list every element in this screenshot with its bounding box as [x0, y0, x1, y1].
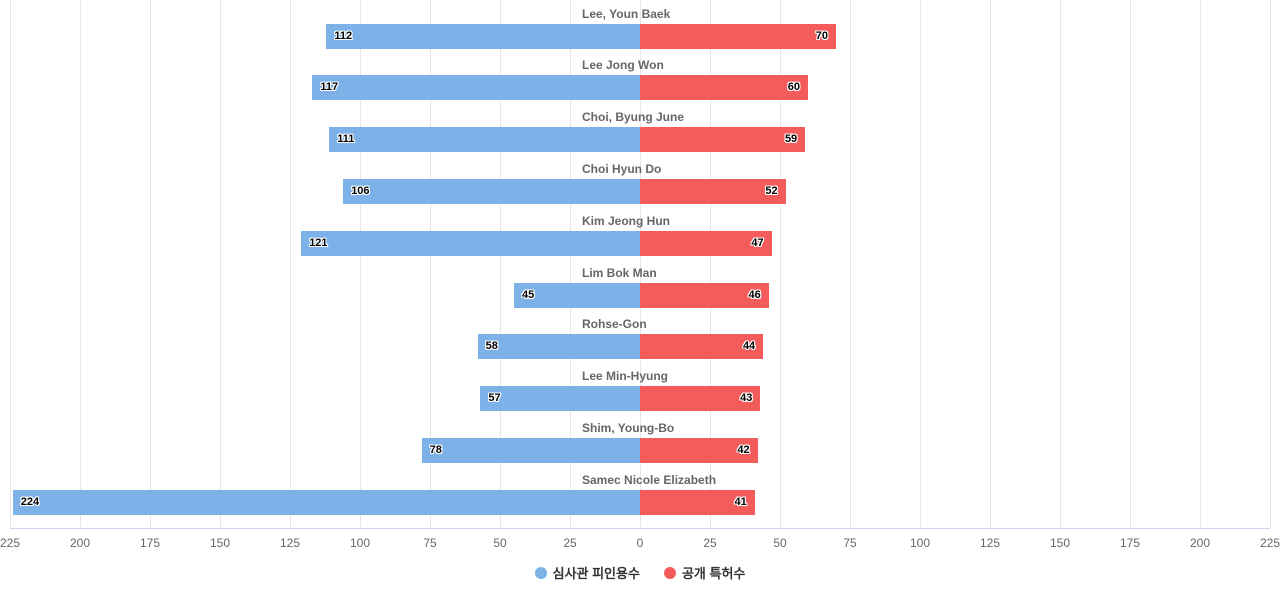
bar-value-label: 41	[734, 495, 747, 508]
x-axis-tick-label: 200	[69, 536, 91, 550]
legend-label: 심사관 피인용수	[552, 566, 640, 581]
bar-value-label: 78	[429, 443, 442, 456]
category-label: Lee Jong Won	[582, 58, 664, 73]
bar-examiner-citations[interactable]: 58	[477, 334, 640, 360]
gridline	[289, 0, 291, 528]
gridline	[9, 0, 11, 528]
bar-examiner-citations[interactable]: 57	[480, 386, 640, 412]
bar-examiner-citations[interactable]: 112	[326, 23, 640, 49]
x-axis-tick-label: 50	[493, 536, 507, 550]
x-axis-tick-label: 100	[349, 536, 371, 550]
gridline	[1129, 0, 1131, 528]
x-axis-tick-label: 125	[979, 536, 1001, 550]
x-axis-tick-label: 25	[563, 536, 577, 550]
bar-value-label: 112	[334, 29, 353, 42]
bar-value-label: 117	[320, 81, 339, 94]
x-axis-tick-label: 75	[423, 536, 437, 550]
bar-published-patents[interactable]: 47	[640, 230, 772, 256]
bar-value-label: 44	[742, 340, 756, 353]
category-label: Choi, Byung June	[582, 110, 684, 125]
bar-examiner-citations[interactable]: 106	[343, 178, 640, 204]
x-axis-tick-label: 150	[209, 536, 231, 550]
bar-examiner-citations[interactable]: 224	[12, 489, 640, 515]
gridline	[1269, 0, 1271, 528]
x-axis-tick-label: 175	[1119, 536, 1141, 550]
bar-value-label: 106	[351, 184, 370, 197]
bar-value-label: 60	[787, 81, 800, 94]
bar-value-label: 52	[765, 184, 778, 197]
gridline	[989, 0, 991, 528]
gridline	[709, 0, 711, 528]
bar-published-patents[interactable]: 59	[640, 127, 806, 153]
x-axis-tick-label: 225	[0, 536, 21, 550]
bar-value-label: 43	[740, 392, 753, 405]
bar-value-label: 47	[751, 236, 764, 249]
circle-marker-icon	[663, 566, 676, 579]
gridline	[1059, 0, 1061, 528]
gridline	[779, 0, 781, 528]
x-axis-tick-label: 125	[279, 536, 301, 550]
bar-value-label: 70	[815, 29, 828, 42]
legend-item-examiner-citations[interactable]: 심사관 피인용수	[534, 563, 640, 582]
bar-published-patents[interactable]: 70	[640, 23, 836, 49]
bar-published-patents[interactable]: 41	[640, 489, 755, 515]
category-label: Lee, Youn Baek	[582, 6, 671, 21]
bar-value-label: 46	[748, 288, 761, 301]
bar-examiner-citations[interactable]: 111	[329, 127, 640, 153]
bar-value-label: 59	[784, 133, 798, 146]
category-label: Lim Bok Man	[582, 265, 657, 280]
bar-value-label: 58	[485, 340, 498, 353]
x-axis-tick-label: 225	[1259, 536, 1280, 550]
bar-value-label: 121	[309, 236, 328, 249]
bar-value-label: 45	[522, 288, 535, 301]
x-axis-line	[10, 528, 1270, 529]
bar-value-label: 42	[737, 443, 750, 456]
x-axis-tick-label: 25	[703, 536, 717, 550]
bar-examiner-citations[interactable]: 78	[421, 437, 640, 463]
category-label: Choi Hyun Do	[582, 161, 662, 176]
x-axis-tick-label: 150	[1049, 536, 1071, 550]
x-axis-tick-label: 0	[636, 536, 644, 550]
bar-published-patents[interactable]: 44	[640, 334, 764, 360]
x-axis-tick-label: 200	[1189, 536, 1211, 550]
category-label: Samec Nicole Elizabeth	[582, 472, 717, 487]
category-label: Rohse-Gon	[582, 317, 647, 332]
gridline	[429, 0, 431, 528]
gridline	[499, 0, 501, 528]
bar-published-patents[interactable]: 43	[640, 386, 761, 412]
bar-examiner-citations[interactable]: 117	[312, 75, 640, 101]
gridline	[639, 0, 641, 528]
gridline	[1199, 0, 1201, 528]
gridline	[569, 0, 571, 528]
category-label: Shim, Young-Bo	[582, 420, 675, 435]
bar-value-label: 224	[20, 495, 40, 508]
gridline	[219, 0, 221, 528]
bar-value-label: 111	[337, 133, 355, 146]
gridline	[849, 0, 851, 528]
x-axis-tick-label: 75	[843, 536, 857, 550]
gridline	[359, 0, 361, 528]
chart-plot: Lee, Youn Baek 112 70 Lee Jong Won 117 60 Choi…	[9, 0, 1271, 528]
x-axis-tick-label: 100	[909, 536, 931, 550]
gridline	[79, 0, 81, 528]
gridline	[919, 0, 921, 528]
category-label: Lee Min-Hyung	[582, 369, 668, 384]
bar-published-patents[interactable]: 52	[640, 178, 786, 204]
legend: 심사관 피인용수 공개 특허수	[0, 563, 1280, 582]
legend-label: 공개 특허수	[681, 566, 746, 581]
legend-item-published-patents[interactable]: 공개 특허수	[663, 563, 746, 582]
bar-value-label: 57	[488, 392, 501, 405]
bar-examiner-citations[interactable]: 121	[301, 230, 640, 256]
category-label: Kim Jeong Hun	[582, 213, 671, 228]
bar-published-patents[interactable]: 42	[640, 437, 758, 463]
circle-marker-icon	[534, 566, 547, 579]
bar-published-patents[interactable]: 46	[640, 282, 769, 308]
bar-published-patents[interactable]: 60	[640, 75, 808, 101]
x-axis-tick-label: 175	[139, 536, 161, 550]
gridline	[149, 0, 151, 528]
bar-examiner-citations[interactable]: 45	[514, 282, 640, 308]
x-axis-tick-label: 50	[773, 536, 787, 550]
